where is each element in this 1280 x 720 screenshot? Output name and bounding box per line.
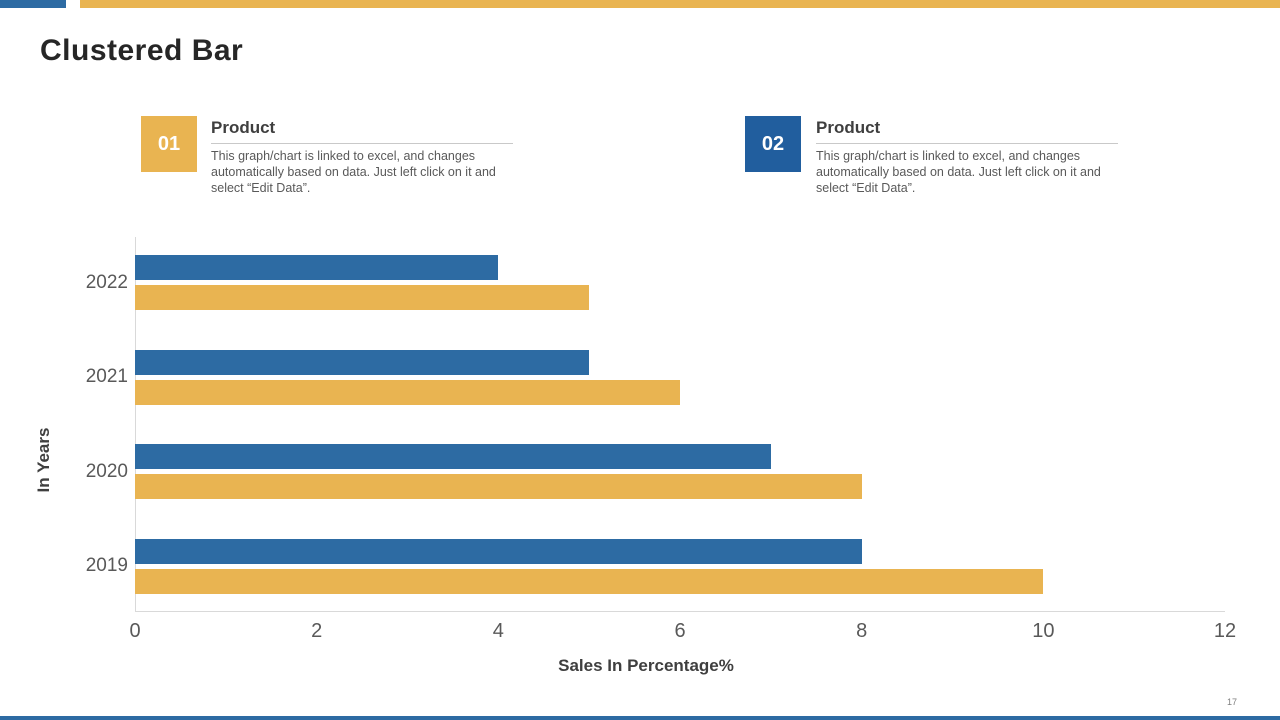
bar-2019-product-02 — [135, 538, 862, 564]
x-tick-label-12: 12 — [1213, 620, 1237, 642]
bottom-accent-blue-bar — [0, 716, 1280, 720]
category-label-2020: 2020 — [85, 460, 128, 482]
legend-01-number: 01 — [157, 132, 181, 155]
category-label-2021: 2021 — [85, 366, 128, 387]
x-tick-label-10: 10 — [1032, 620, 1055, 642]
legend-02-number: 02 — [761, 132, 785, 155]
category-label-2019: 2019 — [85, 555, 128, 576]
bar-2021-product-01 — [135, 379, 680, 405]
bar-2020-product-02 — [135, 444, 771, 469]
x-tick-label-0: 0 — [129, 620, 141, 642]
legend-01-number-box: 01 — [141, 116, 197, 172]
bar-2022-product-01 — [135, 285, 589, 310]
legend-01-heading: Product — [211, 118, 513, 144]
top-accent-yellow-bar — [80, 0, 1280, 8]
legend-02-text: Product This graph/chart is linked to ex… — [816, 118, 1118, 196]
x-tick-label-8: 8 — [856, 620, 868, 642]
x-tick-label-6: 6 — [674, 620, 686, 642]
legend-02-number-box: 02 — [745, 116, 801, 172]
top-accent-blue-bar — [0, 0, 66, 8]
x-axis-line — [135, 611, 1225, 612]
legend-01-text: Product This graph/chart is linked to ex… — [211, 118, 513, 196]
x-tick-label-2: 2 — [311, 620, 323, 642]
x-axis-title: Sales In Percentage% — [558, 656, 734, 675]
legend-01-body: This graph/chart is linked to excel, and… — [211, 149, 496, 195]
page-number: 17 — [1227, 697, 1238, 707]
bar-2020-product-01 — [135, 474, 862, 499]
bar-2022-product-02 — [135, 255, 498, 280]
legend-02-heading: Product — [816, 118, 1118, 144]
legend-02-body: This graph/chart is linked to excel, and… — [816, 149, 1101, 195]
x-tick-label-4: 4 — [492, 620, 504, 642]
y-axis-line — [135, 237, 136, 611]
page-title: Clustered Bar — [40, 34, 244, 67]
bar-2019-product-01 — [135, 568, 1043, 594]
category-label-2022: 2022 — [85, 271, 128, 293]
bar-2021-product-02 — [135, 349, 589, 375]
